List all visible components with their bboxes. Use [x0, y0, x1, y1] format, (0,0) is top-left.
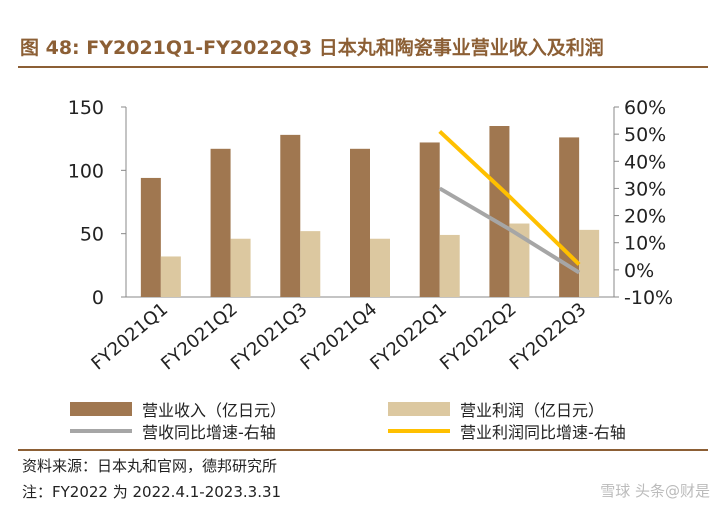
y-right-tick-label: -10% [624, 287, 673, 309]
x-tick-label: FY2022Q1 [366, 299, 451, 375]
legend-profit: 营业利润（亿日元） [388, 397, 604, 421]
y-right-tick-label: 60% [624, 97, 666, 119]
y-right-tick-label: 10% [624, 233, 666, 255]
legend-revenue-swatch [70, 402, 132, 416]
legend-profit-label: 营业利润（亿日元） [460, 401, 605, 420]
bar-revenue [280, 134, 301, 297]
x-tick-label: FY2021Q3 [227, 299, 312, 375]
x-tick-label: FY2021Q1 [87, 299, 172, 375]
x-tick-label: FY2022Q2 [436, 299, 521, 375]
title-rule [18, 66, 708, 68]
line-profit-growth [438, 129, 581, 266]
bar-profit [439, 234, 460, 297]
bar-revenue [489, 126, 510, 297]
legend-revenue-growth: 营收同比增速-右轴 [70, 419, 276, 443]
bar-profit [230, 238, 251, 297]
line-revenue-growth [438, 186, 581, 275]
y-right-tick-label: 50% [624, 124, 666, 146]
y-left-tick-label: 50 [80, 224, 104, 246]
y-right-tick-label: 0% [624, 260, 654, 282]
source-note: 资料来源：日本丸和官网，德邦研究所 [22, 457, 278, 475]
legend-profit-growth-swatch [388, 429, 450, 433]
y-left-tick-label: 0 [92, 287, 104, 309]
legend-revenue: 营业收入（亿日元） [70, 397, 286, 421]
bar-revenue [419, 142, 440, 297]
legend-revenue-growth-swatch [70, 429, 132, 433]
footer-rule [18, 449, 708, 451]
y-left-tick-label: 100 [68, 160, 104, 182]
bar-profit [509, 223, 530, 297]
y-right-tick-label: 20% [624, 206, 666, 228]
x-tick-label: FY2021Q4 [297, 299, 382, 375]
bar-revenue [210, 148, 231, 297]
bar-profit [300, 231, 321, 297]
bar-revenue [559, 137, 580, 297]
watermark: 雪球 头条@财是 [600, 482, 710, 500]
y-right-tick-label: 30% [624, 178, 666, 200]
legend-revenue-label: 营业收入（亿日元） [142, 401, 287, 420]
footnote: 注：FY2022 为 2022.4.1-2023.3.31 [22, 483, 282, 501]
legend-profit-swatch [388, 402, 450, 416]
y-left-tick-label: 150 [68, 97, 104, 119]
bar-profit [579, 229, 600, 297]
chart-title: 图 48: FY2021Q1-FY2022Q3 日本丸和陶瓷事业营业收入及利润 [20, 37, 604, 59]
legend-profit-growth: 营业利润同比增速-右轴 [388, 419, 626, 443]
y-right-tick-label: 40% [624, 151, 666, 173]
bar-revenue [350, 148, 370, 297]
x-tick-label: FY2022Q3 [506, 299, 591, 375]
bar-profit [160, 256, 181, 297]
x-tick-label: FY2021Q2 [157, 299, 242, 375]
bar-revenue [140, 177, 161, 297]
bar-profit [370, 238, 390, 297]
legend-revenue-growth-label: 营收同比增速-右轴 [142, 423, 276, 442]
legend-profit-growth-label: 营业利润同比增速-右轴 [460, 423, 626, 442]
